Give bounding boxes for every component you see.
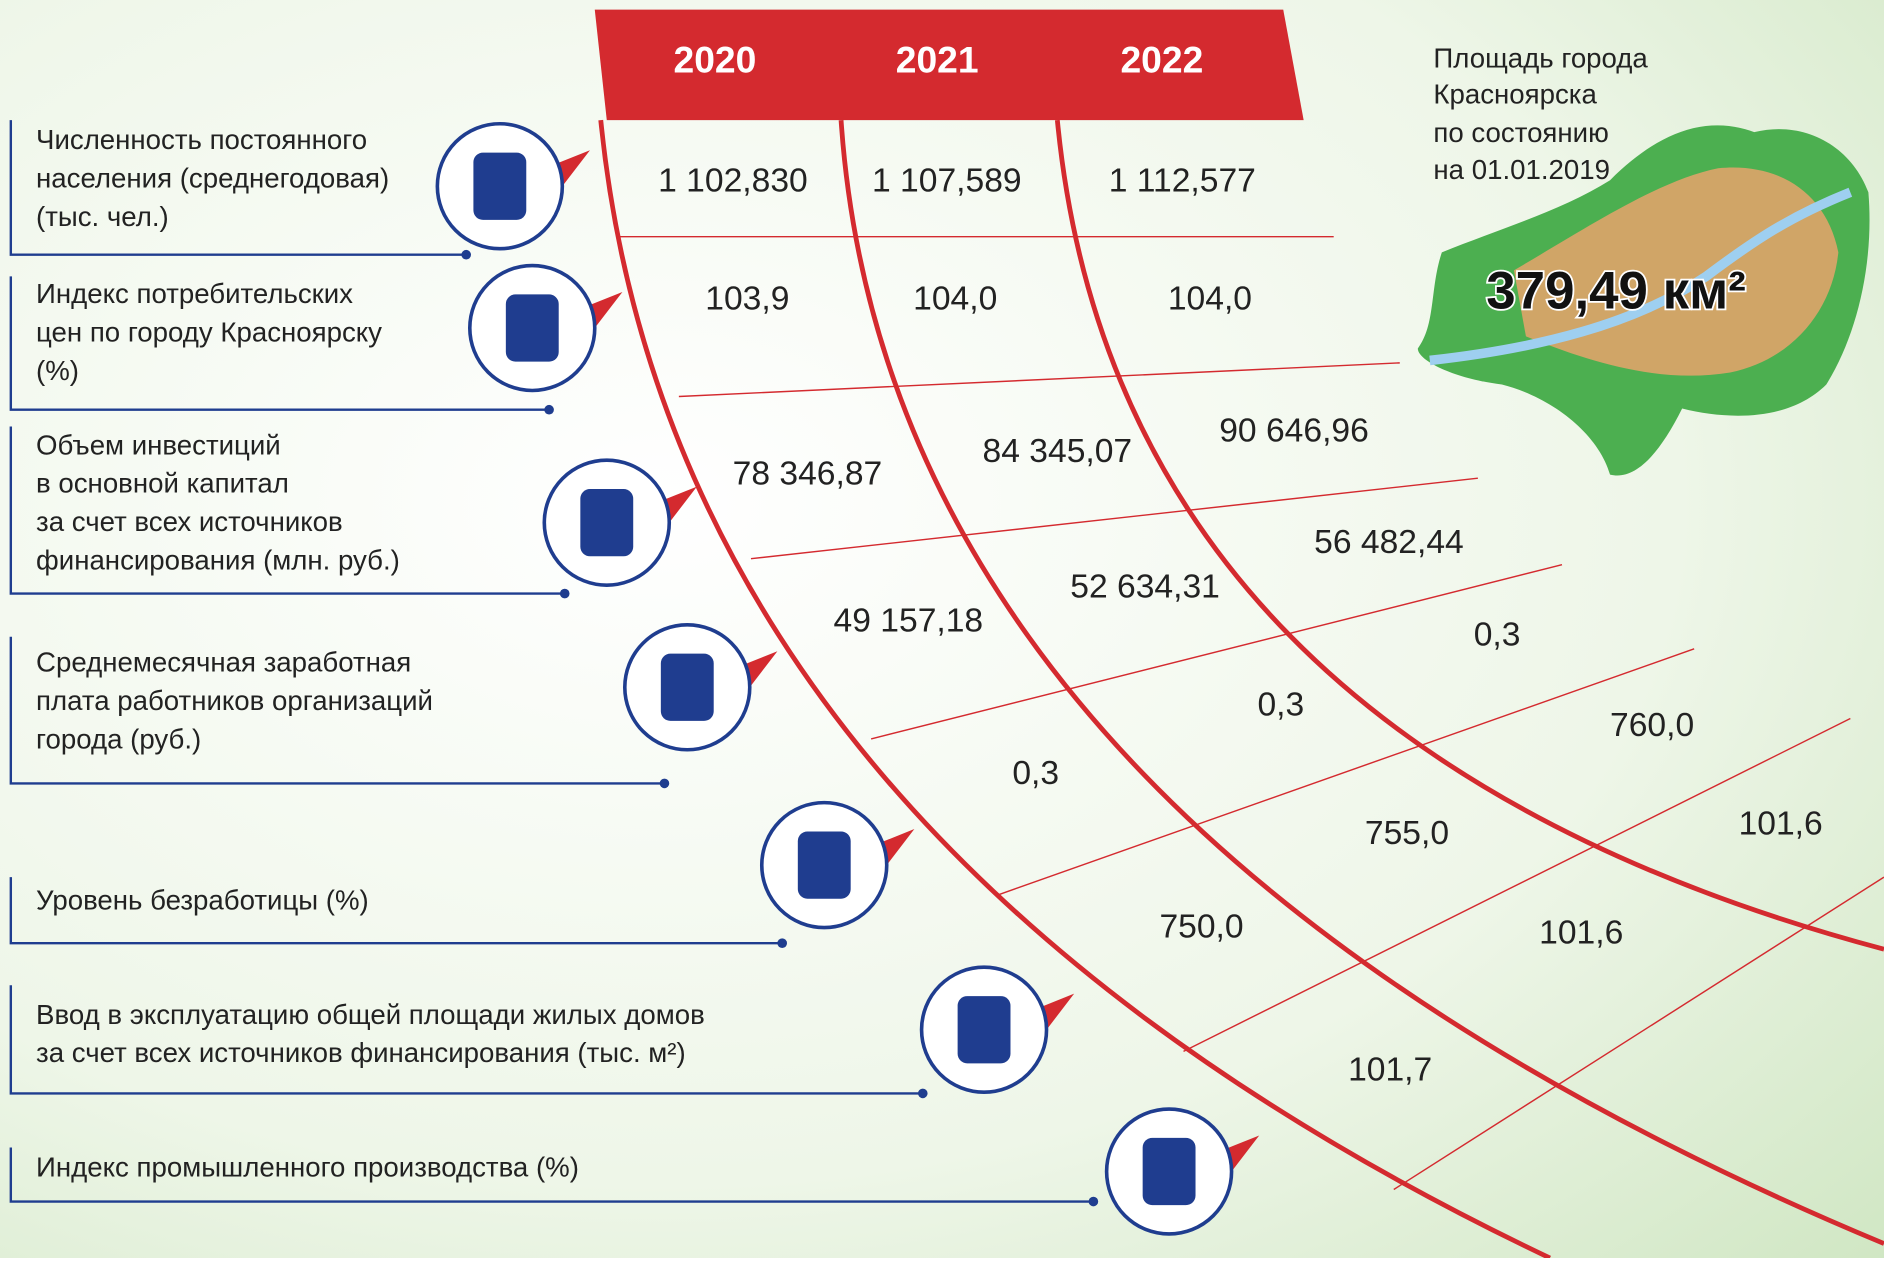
row-value: 84 345,07 <box>983 433 1133 470</box>
row-value: 49 157,18 <box>834 602 984 639</box>
row-label: Численность постоянного <box>36 124 367 155</box>
icon <box>1143 1138 1196 1205</box>
icon <box>661 654 714 721</box>
row-label: Ввод в эксплуатацию общей площади жилых … <box>36 999 705 1030</box>
row-label: в основной капитал <box>36 468 289 499</box>
row-value: 760,0 <box>1610 707 1694 744</box>
map-caption: Площадь города <box>1433 42 1648 73</box>
map-caption: на 01.01.2019 <box>1433 154 1610 185</box>
year: 2022 <box>1120 38 1203 80</box>
row-value: 750,0 <box>1159 909 1243 946</box>
row-label: Индекс промышленного производства (%) <box>36 1151 579 1182</box>
row-label: населения (среднегодовая) <box>36 163 389 194</box>
icon <box>506 294 559 361</box>
row-value: 90 646,96 <box>1219 412 1369 449</box>
row-label: Среднемесячная заработная <box>36 647 411 678</box>
year: 2021 <box>896 38 979 80</box>
row-value: 0,3 <box>1474 617 1521 654</box>
bracket-dot <box>1089 1197 1099 1207</box>
map-area: 379,49 км² <box>1486 261 1746 320</box>
row-value: 78 346,87 <box>733 456 883 493</box>
row-label: Индекс потребительских <box>36 278 353 309</box>
row-label: цен по городу Красноярску <box>36 316 382 347</box>
bracket-dot <box>660 779 670 789</box>
row-value: 755,0 <box>1365 815 1449 852</box>
infographic: 2020 2021 2022 Площадь города Красноярска по … <box>0 0 1884 1258</box>
map-caption: Красноярска <box>1433 78 1597 109</box>
icon <box>958 996 1011 1063</box>
bracket-dot <box>918 1089 928 1099</box>
row-value: 101,6 <box>1539 915 1623 952</box>
row-label: (тыс. чел.) <box>36 201 169 232</box>
row-label: Объем инвестиций <box>36 429 281 460</box>
year: 2020 <box>673 38 756 80</box>
row-value: 103,9 <box>705 280 789 317</box>
row-label: города (руб.) <box>36 724 201 755</box>
icon <box>580 489 633 556</box>
row-value: 1 107,589 <box>872 163 1022 200</box>
row-value: 101,7 <box>1348 1052 1432 1089</box>
row-label: за счет всех источников <box>36 506 343 537</box>
row-value: 1 102,830 <box>658 163 808 200</box>
row-value: 56 482,44 <box>1314 524 1464 561</box>
bracket-dot <box>461 250 471 260</box>
row-label: плата работников организаций <box>36 685 433 716</box>
icon <box>473 153 526 220</box>
row-value: 52 634,31 <box>1070 569 1220 606</box>
row-value: 104,0 <box>913 280 997 317</box>
bracket-dot <box>560 589 570 599</box>
bracket-dot <box>544 405 554 415</box>
row-value: 101,6 <box>1739 805 1823 842</box>
icon <box>798 831 851 898</box>
row-label: за счет всех источников финансирования (… <box>36 1037 686 1068</box>
bracket-dot <box>777 938 787 948</box>
row-label: (%) <box>36 355 79 386</box>
row-value: 0,3 <box>1257 686 1304 723</box>
row-value: 0,3 <box>1012 755 1059 792</box>
row-value: 104,0 <box>1168 280 1252 317</box>
row-label: финансирования (млн. руб.) <box>36 545 400 576</box>
row-value: 1 112,577 <box>1109 163 1256 200</box>
row-label: Уровень безработицы (%) <box>36 885 369 916</box>
map-caption: по состоянию <box>1433 117 1608 148</box>
